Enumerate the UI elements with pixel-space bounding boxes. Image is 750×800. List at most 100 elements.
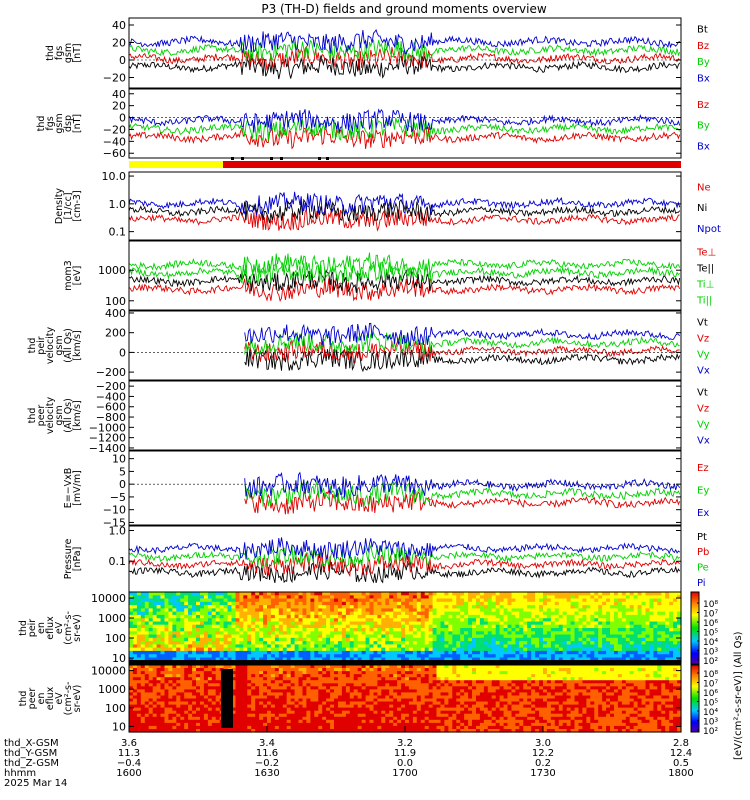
- spectrogram-cell: [341, 637, 347, 642]
- spectrogram-cell: [389, 722, 394, 727]
- spectrogram-cell: [251, 628, 256, 632]
- spectrogram-cell: [365, 614, 371, 619]
- spectrogram-cell: [661, 647, 666, 652]
- spectrogram-cell: [302, 710, 307, 715]
- spectrogram-cell: [239, 601, 244, 606]
- spectrogram-cell: [270, 680, 276, 684]
- spectrogram-cell: [310, 680, 315, 684]
- spectrogram-cell: [617, 611, 623, 616]
- spectrogram-cell: [200, 689, 205, 693]
- spectrogram-cell: [621, 605, 627, 609]
- spectrogram-cell: [365, 698, 371, 703]
- spectrogram-cell: [420, 725, 426, 730]
- spectrogram-cell: [156, 641, 162, 645]
- spectrogram-cell: [152, 665, 158, 669]
- spectrogram-cell: [243, 713, 248, 718]
- spectrogram-cell: [247, 701, 252, 706]
- spectrogram-cell: [259, 634, 264, 639]
- spectrogram-cell: [306, 644, 311, 649]
- spectrogram-cell: [629, 631, 635, 636]
- spectrogram-cell: [637, 608, 643, 613]
- spectrogram-cell: [661, 624, 666, 629]
- spectrogram-cell: [341, 686, 347, 690]
- spectrogram-cell: [377, 719, 382, 724]
- spectrogram-cell: [259, 618, 264, 623]
- spectrogram-cell: [203, 692, 209, 696]
- spectrogram-cell: [641, 650, 647, 655]
- spectrogram-cell: [290, 674, 296, 678]
- spectrogram-cell: [511, 608, 516, 613]
- spectrogram-cell: [397, 614, 402, 619]
- spectrogram-cell: [203, 601, 209, 606]
- spectrogram-cell: [306, 713, 311, 718]
- spectrogram-cell: [176, 710, 181, 715]
- spectrogram-cell: [172, 644, 177, 649]
- spectrogram-cell: [164, 719, 169, 724]
- spectrogram-cell: [621, 592, 627, 596]
- spectrogram-cell: [200, 641, 205, 645]
- spectrogram-cell: [270, 701, 276, 706]
- spectrogram-cell: [472, 611, 477, 616]
- spectrogram-cell: [306, 621, 311, 626]
- spectrogram-cell: [326, 644, 331, 649]
- spectrogram-cell: [416, 621, 422, 626]
- spectrogram-cell: [614, 592, 619, 596]
- spectrogram-cell: [302, 598, 307, 603]
- spectrogram-cell: [353, 698, 359, 703]
- spectrogram-cell: [535, 647, 540, 652]
- spectrogram-cell: [677, 634, 682, 639]
- spectrogram-cell: [649, 657, 654, 662]
- y-axis-label: gsm: [63, 43, 74, 63]
- spectrogram-cell: [401, 644, 406, 649]
- spectrogram-cell: [326, 704, 331, 709]
- spectrogram-cell: [314, 674, 319, 678]
- spectrogram-cell: [464, 650, 469, 655]
- spectrogram-cell: [594, 601, 599, 606]
- spectrogram-cell: [539, 641, 544, 645]
- spectrogram-cell: [491, 634, 497, 639]
- spectrogram-cell: [649, 601, 654, 606]
- spectrogram-cell: [515, 647, 520, 652]
- spectrogram-cell: [203, 624, 209, 629]
- spectrogram-cell: [594, 605, 599, 609]
- spectrogram-cell: [267, 713, 272, 718]
- spectrogram-cell: [416, 668, 422, 672]
- spectrogram-cell: [196, 592, 201, 596]
- spectrogram-cell: [180, 665, 185, 669]
- spectrogram-cell: [432, 647, 438, 652]
- spectrogram-cell: [617, 605, 623, 609]
- spectrogram-cell: [495, 624, 501, 629]
- spectrogram-cell: [263, 692, 268, 696]
- spectrogram-cell: [196, 704, 201, 709]
- spectrogram-cell: [140, 713, 146, 718]
- spectrogram-cell: [637, 644, 643, 649]
- spectrogram-cell: [239, 657, 244, 662]
- y-tick-label: −800: [96, 411, 126, 424]
- spectrogram-cell: [677, 631, 682, 636]
- spectrogram-cell: [326, 689, 331, 693]
- spectrogram-cell: [239, 698, 244, 703]
- spectrogram-cell: [184, 701, 189, 706]
- spectrogram-cell: [665, 634, 670, 639]
- spectrogram-cell: [412, 683, 418, 687]
- spectrogram-cell: [472, 608, 477, 613]
- spectrogram-cell: [653, 657, 658, 662]
- spectrogram-cell: [278, 692, 284, 696]
- spectrogram-cell: [389, 598, 394, 603]
- spectrogram-cell: [188, 719, 193, 724]
- spectrogram-cell: [278, 624, 284, 629]
- spectrogram-cell: [192, 719, 197, 724]
- spectrogram-cell: [381, 650, 386, 655]
- y-tick-label: 40: [112, 88, 126, 101]
- spectrogram-cell: [211, 686, 217, 690]
- spectrogram-cell: [203, 722, 209, 727]
- spectrogram-cell: [456, 611, 461, 616]
- spectrogram-cell: [294, 677, 300, 681]
- spectrogram-cell: [401, 677, 406, 681]
- spectrogram-cell: [602, 650, 607, 655]
- spectrogram-cell: [582, 650, 587, 655]
- spectrogram-cell: [274, 595, 280, 600]
- spectrogram-cell: [357, 701, 363, 706]
- spectrogram-cell: [140, 608, 146, 613]
- spectrogram-cell: [140, 650, 146, 655]
